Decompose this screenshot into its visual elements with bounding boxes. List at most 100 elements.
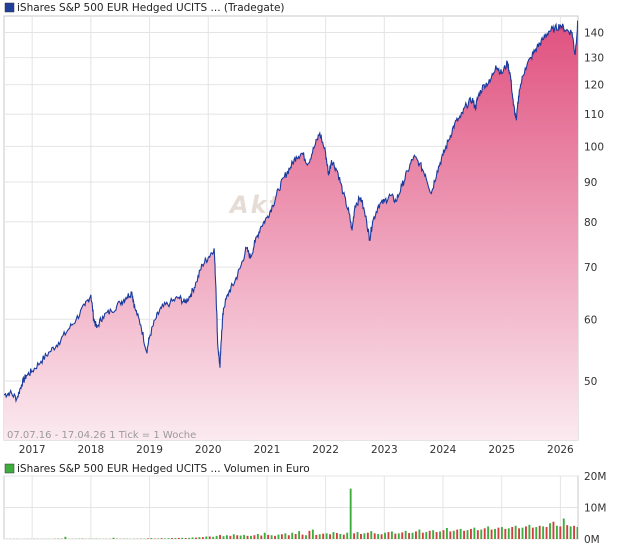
volume-bar-up	[515, 526, 517, 539]
volume-bar-up	[257, 534, 259, 539]
volume-bar-up	[205, 536, 207, 539]
volume-bar-down	[209, 536, 211, 539]
volume-bar-down	[161, 538, 163, 539]
volume-bar-up	[298, 531, 300, 539]
volume-bar-up	[113, 538, 115, 539]
volume-bar-down	[295, 534, 297, 539]
volume-bar-down	[147, 538, 149, 539]
volume-bar-down	[329, 534, 331, 539]
volume-bar-up	[494, 529, 496, 539]
volume-bar-up	[528, 525, 530, 539]
volume-bar-down	[436, 532, 438, 539]
volume-bar-up	[243, 535, 245, 539]
volume-bar-down	[195, 538, 197, 539]
volume-bar-down	[288, 535, 290, 539]
volume-bar-down	[415, 531, 417, 539]
volume-bar-down	[178, 538, 180, 539]
volume-bar-up	[250, 536, 252, 539]
volume-bar-down	[539, 526, 541, 539]
volume-bar-up	[233, 534, 235, 539]
legend-label-price: iShares S&P 500 EUR Hedged UCITS ... (Tr…	[17, 2, 285, 14]
volume-bar-up	[174, 538, 176, 539]
volume-bar-up	[339, 534, 341, 539]
volume-bar-down	[343, 535, 345, 539]
volume-bar-down	[422, 533, 424, 539]
volume-bar-up	[284, 533, 286, 539]
legend-label-volume: iShares S&P 500 EUR Hedged UCITS ... Vol…	[17, 463, 310, 475]
date-tick-label: 2026	[547, 444, 574, 456]
volume-bar-up	[377, 534, 379, 539]
volume-bar-up	[319, 534, 321, 539]
volume-bar-down	[449, 531, 451, 539]
volume-bar-down	[388, 532, 390, 539]
volume-bar-down	[229, 536, 231, 539]
date-tick-label: 2017	[19, 444, 46, 456]
volume-bar-down	[491, 530, 493, 539]
price-tick-label: 110	[584, 109, 604, 121]
volume-bar-up	[357, 532, 359, 539]
volume-bar-down	[185, 538, 187, 539]
volume-bar-down	[566, 525, 568, 539]
volume-bar-up	[192, 537, 194, 539]
volume-bar-up	[542, 526, 544, 539]
volume-bar-down	[322, 534, 324, 539]
volume-bar-down	[532, 528, 534, 539]
volume-tick-label: 10M	[584, 503, 606, 515]
volume-bar-up	[446, 528, 448, 539]
volume-bar-up	[188, 538, 190, 539]
volume-bar-down	[353, 533, 355, 539]
volume-bar-down	[470, 529, 472, 539]
volume-bar-down	[553, 522, 555, 539]
volume-bar-down	[504, 529, 506, 539]
volume-bar-down	[525, 526, 527, 539]
date-tick-label: 2022	[312, 444, 339, 456]
volume-bar-up	[216, 536, 218, 539]
volume-bar-up	[391, 531, 393, 539]
volume-bar-down	[253, 535, 255, 539]
price-tick-label: 70	[584, 262, 597, 274]
volume-bar-up	[212, 537, 214, 539]
volume-bar-down	[267, 535, 269, 539]
volume-bar-up	[346, 533, 348, 539]
legend-swatch-volume	[5, 464, 14, 473]
volume-bar-down	[260, 536, 262, 539]
volume-bar-up	[480, 530, 482, 539]
volume-bar-up	[278, 535, 280, 539]
price-tick-label: 90	[584, 177, 597, 189]
volume-bar-down	[202, 537, 204, 539]
volume-bar-up	[326, 533, 328, 539]
volume-bar-down	[274, 536, 276, 539]
volume-bar-up	[363, 533, 365, 539]
volume-bar-down	[546, 527, 548, 539]
volume-bar-up	[271, 535, 273, 539]
volume-bar-down	[336, 533, 338, 539]
price-tick-label: 120	[584, 80, 604, 92]
volume-bar-down	[308, 531, 310, 539]
volume-bar-down	[171, 538, 173, 539]
volume-bar-down	[443, 530, 445, 539]
volume-bar-up	[535, 527, 537, 539]
date-tick-label: 2023	[371, 444, 398, 456]
volume-bar-up	[64, 537, 66, 539]
volume-bar-up	[508, 528, 510, 539]
volume-bar-down	[518, 528, 520, 539]
volume-bar-down	[573, 526, 575, 539]
volume-bar-down	[374, 533, 376, 539]
volume-bar-up	[549, 523, 551, 539]
volume-bar-down	[456, 530, 458, 539]
volume-bar-up	[305, 535, 307, 539]
volume-tick-label: 20M	[584, 471, 606, 483]
volume-bar-up	[522, 528, 524, 539]
volume-bar-up	[439, 531, 441, 539]
volume-bar-down	[219, 535, 221, 539]
volume-bar-up	[181, 538, 183, 539]
date-tick-label: 2019	[136, 444, 163, 456]
volume-bar-down	[429, 531, 431, 539]
price-tick-label: 80	[584, 217, 597, 229]
volume-bar-up	[460, 529, 462, 539]
volume-bar-up	[291, 533, 293, 539]
volume-bar-down	[381, 534, 383, 539]
